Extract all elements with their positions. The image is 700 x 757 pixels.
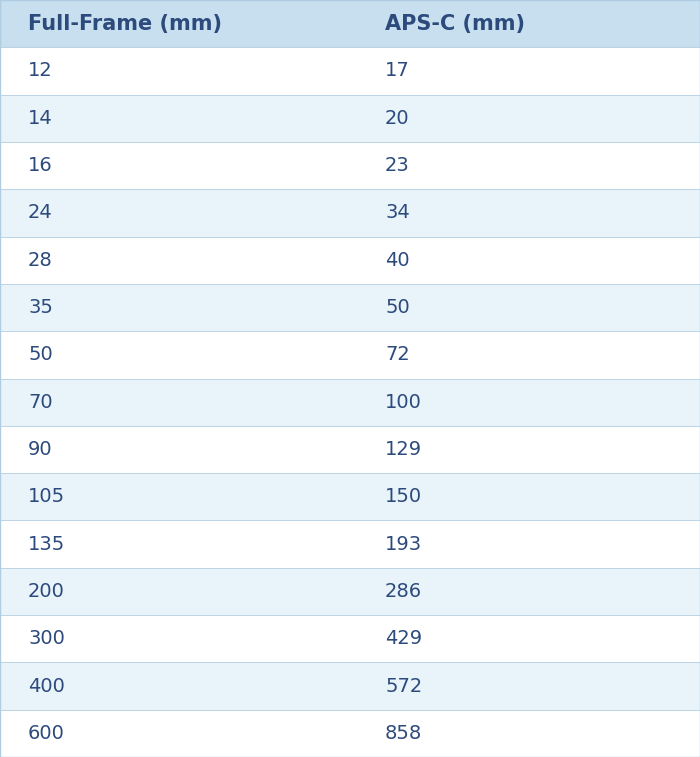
FancyBboxPatch shape [0,236,700,284]
FancyBboxPatch shape [0,47,700,95]
Text: 286: 286 [385,582,422,601]
Text: 100: 100 [385,393,422,412]
FancyBboxPatch shape [0,710,700,757]
FancyBboxPatch shape [0,142,700,189]
Text: 193: 193 [385,534,422,553]
Text: 12: 12 [28,61,52,80]
Text: 23: 23 [385,156,410,175]
FancyBboxPatch shape [0,95,700,142]
FancyBboxPatch shape [0,615,700,662]
Text: 200: 200 [28,582,65,601]
FancyBboxPatch shape [0,521,700,568]
Text: 400: 400 [28,677,65,696]
Text: 40: 40 [385,251,410,269]
Text: APS-C (mm): APS-C (mm) [385,14,525,33]
FancyBboxPatch shape [0,0,700,47]
FancyBboxPatch shape [0,332,700,378]
Text: 572: 572 [385,677,422,696]
Text: 50: 50 [385,298,410,317]
Text: 135: 135 [28,534,65,553]
Text: 16: 16 [28,156,52,175]
Text: 17: 17 [385,61,410,80]
Text: 72: 72 [385,345,410,364]
Text: 34: 34 [385,204,410,223]
FancyBboxPatch shape [0,284,700,332]
FancyBboxPatch shape [0,189,700,236]
Text: 429: 429 [385,629,422,648]
Text: 20: 20 [385,109,410,128]
FancyBboxPatch shape [0,425,700,473]
Text: 300: 300 [28,629,65,648]
Text: 129: 129 [385,440,422,459]
Text: 105: 105 [28,488,65,506]
Text: 90: 90 [28,440,52,459]
Text: Full-Frame (mm): Full-Frame (mm) [28,14,222,33]
Text: 24: 24 [28,204,52,223]
Text: 14: 14 [28,109,52,128]
Text: 28: 28 [28,251,52,269]
FancyBboxPatch shape [0,662,700,710]
Text: 35: 35 [28,298,53,317]
Text: 858: 858 [385,724,422,743]
Text: 600: 600 [28,724,65,743]
Text: 150: 150 [385,488,422,506]
FancyBboxPatch shape [0,378,700,425]
FancyBboxPatch shape [0,568,700,615]
Text: 70: 70 [28,393,52,412]
Text: 50: 50 [28,345,52,364]
FancyBboxPatch shape [0,473,700,521]
